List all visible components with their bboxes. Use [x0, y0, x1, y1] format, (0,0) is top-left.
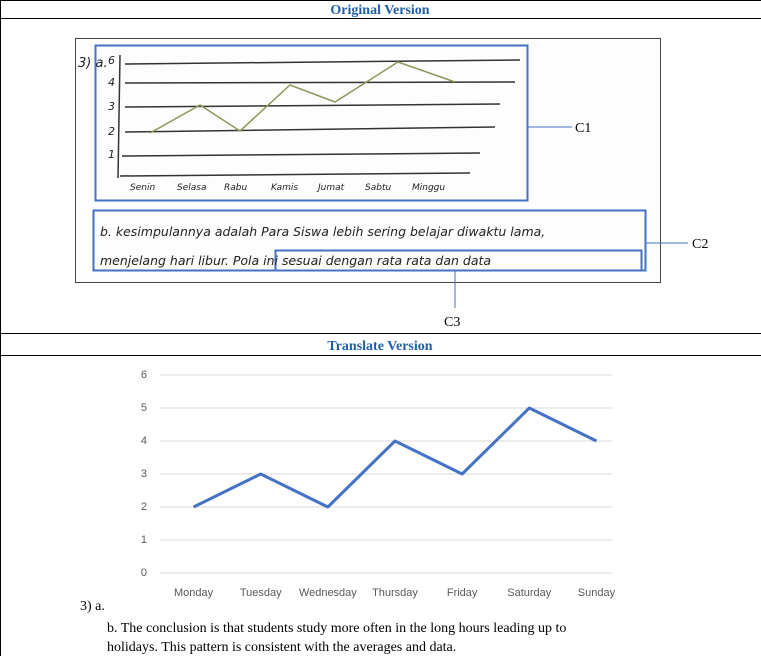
- y-tick-label: 4: [141, 435, 147, 447]
- y-tick-label: 2: [141, 501, 147, 513]
- section-header: Translate Version: [327, 339, 432, 354]
- body-line: b. The conclusion is that students study…: [107, 621, 566, 636]
- sketch-x-label: Kamis: [271, 183, 298, 193]
- callout-label: C3: [444, 315, 460, 330]
- sketch-x-label: Rabu: [224, 183, 247, 193]
- x-tick-label: Thursday: [372, 587, 418, 599]
- sketch-x-label: Minggu: [412, 183, 445, 193]
- x-tick-label: Monday: [174, 587, 214, 599]
- scan-frame: [76, 39, 661, 283]
- sketch-y-label: 6: [108, 54, 115, 67]
- sketch-y-label: 3: [108, 100, 115, 113]
- sketch-x-label: Senin: [130, 183, 155, 193]
- line: [194, 408, 597, 507]
- body-line: holidays. This pattern is consistent wit…: [107, 640, 456, 655]
- sketch-x-label: Jumat: [316, 183, 345, 193]
- sketch-x-label: Selasa: [177, 183, 206, 193]
- y-tick-label: 0: [141, 567, 147, 579]
- section-header: Original Version: [330, 3, 429, 18]
- handwritten-line: menjelang hari libur. Pola ini sesuai de…: [100, 253, 491, 268]
- x-tick-label: Friday: [447, 587, 478, 599]
- sketch-y-label: 4: [108, 76, 115, 89]
- handwritten-line: b. kesimpulannya adalah Para Siswa lebih…: [100, 224, 545, 239]
- sketch-item: 3) a.: [78, 56, 108, 71]
- document: Original Version Translate Version C1 C2…: [0, 0, 761, 656]
- sketch-y-label: 2: [108, 125, 115, 138]
- x-tick-label: Saturday: [507, 587, 552, 599]
- y-tick-label: 1: [141, 534, 147, 546]
- callout-label: C2: [692, 237, 708, 252]
- x-tick-label: Wednesday: [299, 587, 357, 599]
- y-tick-label: 6: [141, 369, 147, 381]
- y-tick-label: 3: [141, 468, 147, 480]
- x-tick-label: Sunday: [578, 587, 616, 599]
- item-number: 3) a.: [80, 599, 105, 614]
- callout-label: C1: [575, 121, 591, 136]
- page: Original Version Translate Version C1 C2…: [0, 0, 761, 656]
- x-tick-label: Tuesday: [240, 587, 282, 599]
- y-tick-label: 5: [141, 402, 147, 414]
- sketch-y-label: 1: [108, 148, 115, 161]
- sketch-x-label: Sabtu: [365, 183, 391, 193]
